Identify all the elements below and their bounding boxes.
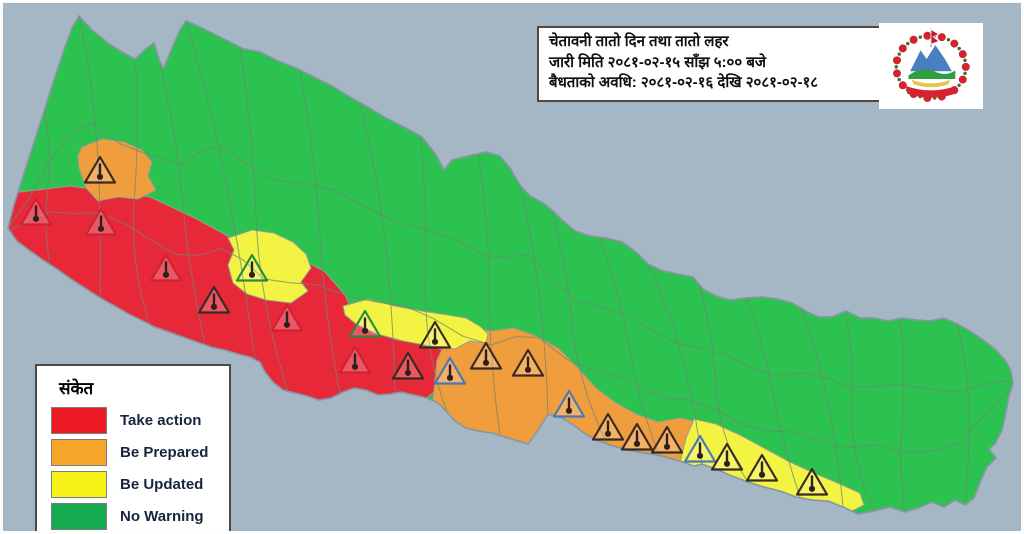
warning-thermometer-triangle-icon <box>620 422 654 451</box>
legend-color-swatch <box>51 439 107 466</box>
warning-thermometer-triangle-icon <box>270 303 304 332</box>
legend-items: Take action Be Prepared Be Updated No Warni… <box>51 407 219 530</box>
warning-thermometer-triangle-icon <box>469 341 503 370</box>
warning-thermometer-triangle-icon <box>795 467 829 496</box>
warning-thermometer-triangle-icon <box>650 425 684 454</box>
legend-item: Be Updated <box>51 471 219 498</box>
legend-item: Take action <box>51 407 219 434</box>
warning-thermometer-triangle-icon <box>338 345 372 374</box>
legend-item: Be Prepared <box>51 439 219 466</box>
warning-thermometer-triangle-icon <box>197 285 231 314</box>
red-banner-icon <box>905 86 957 98</box>
legend-item: No Warning <box>51 503 219 530</box>
warning-thermometer-triangle-icon <box>348 309 382 338</box>
district-boundaries <box>8 16 1013 513</box>
mountain-icon <box>910 45 952 72</box>
district-region-be-updated-surkhet <box>227 229 312 304</box>
legend-label: Be Prepared <box>120 444 209 461</box>
warning-thermometer-triangle-icon <box>683 434 717 463</box>
warning-thermometer-triangle-icon <box>19 197 53 226</box>
warning-issued-line: जारी मिति २०८१-०२-१५ साँझ ५:०० बजे <box>549 53 767 71</box>
warning-info-box: चेतावनी तातो दिन तथा तातो लहर जारी मिति … <box>537 26 897 103</box>
warning-thermometer-triangle-icon <box>418 320 452 349</box>
legend-label: No Warning <box>120 508 204 525</box>
legend-color-swatch <box>51 471 107 498</box>
legend-box: संकेत Take action Be Prepared Be Updated No… <box>35 364 231 534</box>
warning-validity-line: बैधताको अवधि: २०८१-०२-१६ देखि २०८१-०२-१८ <box>549 74 819 92</box>
legend-color-swatch <box>51 407 107 434</box>
warning-thermometer-triangle-icon <box>552 389 586 418</box>
nepal-flag-icon <box>930 28 940 45</box>
government-logo-box <box>879 23 983 109</box>
warning-thermometer-triangle-icon <box>391 351 425 380</box>
warnings-layer <box>19 155 829 496</box>
warning-thermometer-triangle-icon <box>83 155 117 184</box>
warning-thermometer-triangle-icon <box>745 453 779 482</box>
legend-color-swatch <box>51 503 107 530</box>
warning-thermometer-triangle-icon <box>433 356 467 385</box>
green-hills-icon <box>908 69 956 80</box>
legend-title: संकेत <box>59 379 94 398</box>
warning-thermometer-triangle-icon <box>591 412 625 441</box>
warning-thermometer-triangle-icon <box>710 442 744 471</box>
warning-title: चेतावनी तातो दिन तथा तातो लहर <box>549 33 729 50</box>
nepal-government-emblem <box>893 28 970 102</box>
warning-thermometer-triangle-icon <box>235 253 269 282</box>
warning-thermometer-triangle-icon <box>511 348 545 377</box>
warning-thermometer-triangle-icon <box>84 207 118 236</box>
fertile-land-icon <box>911 79 951 88</box>
warning-thermometer-triangle-icon <box>149 253 183 282</box>
legend-label: Take action <box>120 412 202 429</box>
legend-label: Be Updated <box>120 476 204 493</box>
